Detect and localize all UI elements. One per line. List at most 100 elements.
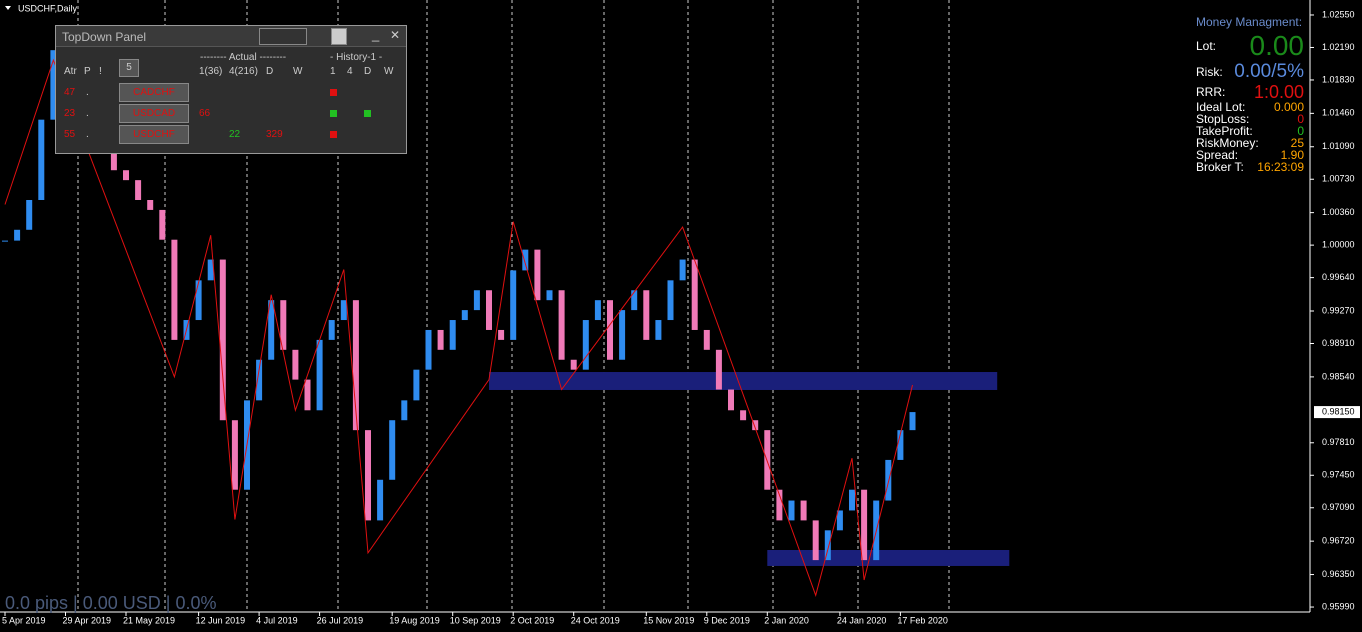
- collapse-button[interactable]: [331, 28, 347, 45]
- y-tick-label: 0.98910: [1322, 338, 1355, 348]
- x-tick-label: 2 Jan 2020: [764, 615, 809, 625]
- y-tick-label: 0.99270: [1322, 305, 1355, 315]
- lot-label: Lot:: [1196, 39, 1217, 53]
- candle: [849, 489, 855, 511]
- candle: [413, 369, 420, 401]
- candle: [425, 329, 432, 370]
- history-square: [330, 131, 337, 138]
- money-label: RiskMoney:: [1196, 136, 1259, 150]
- candle: [449, 320, 456, 350]
- money-row: StopLoss: 0: [1196, 113, 1304, 125]
- candle: [691, 259, 698, 330]
- p-value: .: [86, 108, 89, 119]
- history-column-header: D: [364, 66, 372, 77]
- candle: [316, 339, 323, 411]
- y-tick-label: 1.01090: [1322, 141, 1355, 151]
- candle: [498, 329, 505, 340]
- dropdown[interactable]: [259, 28, 307, 45]
- history-square: [364, 110, 371, 117]
- money-row: TakeProfit: 0: [1196, 125, 1304, 137]
- candle: [473, 290, 480, 311]
- p-value: .: [86, 87, 89, 98]
- atr-value: 23: [64, 108, 76, 119]
- candle: [437, 329, 444, 350]
- y-tick-label: 1.02190: [1322, 42, 1355, 52]
- atr-value: 55: [64, 129, 76, 140]
- money-value: 16:23:09: [1257, 160, 1304, 174]
- candle: [607, 300, 613, 360]
- candle: [800, 500, 807, 521]
- candle: [643, 290, 650, 340]
- money-value: 1.90: [1280, 148, 1304, 162]
- candle: [135, 180, 142, 200]
- x-tick-label: 26 Jul 2019: [317, 615, 364, 625]
- money-items: Ideal Lot: 0.000 StopLoss: 0 TakeProfit: 0 Ris…: [1196, 101, 1304, 173]
- y-tick-label: 1.02550: [1322, 9, 1355, 19]
- y-tick-label: 0.97090: [1322, 502, 1355, 512]
- candle: [522, 249, 529, 271]
- zone: [767, 549, 1010, 566]
- candle: [207, 259, 214, 281]
- zigzag-line: [4, 58, 913, 597]
- candle: [836, 510, 843, 531]
- history-column-header: 1: [330, 66, 336, 77]
- title-arrow: [5, 6, 11, 10]
- candle: [171, 239, 178, 340]
- money-label: Spread:: [1196, 148, 1239, 162]
- y-tick-label: 0.95990: [1322, 601, 1355, 611]
- candle: [340, 300, 347, 321]
- candle: [195, 280, 202, 321]
- rrr-value: 1:0.00: [1253, 82, 1304, 102]
- candle: [631, 290, 638, 311]
- zone: [489, 372, 998, 390]
- money-value: 25: [1290, 136, 1304, 150]
- column-header: !: [99, 66, 102, 77]
- candle: [231, 420, 238, 490]
- actual-value: 329: [266, 129, 283, 140]
- actual-value: 66: [199, 108, 211, 119]
- candle: [909, 412, 916, 431]
- candle: [788, 500, 795, 521]
- candle: [570, 359, 577, 370]
- x-tick-label: 21 May 2019: [123, 615, 175, 625]
- candle: [752, 420, 759, 431]
- candle: [861, 489, 868, 561]
- y-tick-label: 0.99640: [1322, 272, 1355, 282]
- symbol-button[interactable]: USDCAD: [119, 104, 189, 123]
- candle: [38, 119, 45, 200]
- candle: [377, 479, 384, 521]
- candle: [123, 170, 129, 181]
- candle: [764, 430, 771, 490]
- symbol-button[interactable]: CADCHF: [119, 83, 189, 102]
- close-button[interactable]: ✕: [390, 28, 401, 42]
- money-label: Broker T:: [1196, 160, 1244, 174]
- minimize-button[interactable]: _: [372, 27, 380, 42]
- money-value: 0.000: [1273, 100, 1304, 114]
- risk-row: Risk: 0.00/5%: [1196, 61, 1304, 83]
- topdown-panel: TopDown Panel _ ✕ -------- Actual ------…: [55, 25, 407, 154]
- atr-button[interactable]: 5: [119, 59, 139, 77]
- symbol-button[interactable]: USDCHF: [119, 125, 189, 144]
- candle: [50, 50, 57, 120]
- candle: [582, 320, 589, 370]
- money-label: Ideal Lot:: [1196, 100, 1246, 114]
- candle: [594, 300, 601, 321]
- atr-value: 47: [64, 87, 76, 98]
- candle: [256, 359, 263, 401]
- panel-titlebar: [56, 26, 406, 47]
- candle: [14, 229, 21, 241]
- y-tick-label: 0.98540: [1322, 371, 1355, 381]
- x-tick-label: 2 Oct 2019: [510, 615, 554, 625]
- x-tick-label: 24 Jan 2020: [837, 615, 887, 625]
- candle: [110, 139, 117, 171]
- y-tick-label: 1.00000: [1322, 239, 1355, 249]
- y-tick-label: 1.01460: [1322, 108, 1355, 118]
- candle: [679, 259, 686, 281]
- chart-title: USDCHF,Daily: [18, 3, 78, 13]
- candle: [715, 349, 722, 390]
- actual-column-header: W: [293, 66, 303, 77]
- history-square: [330, 89, 337, 96]
- candle: [365, 430, 371, 521]
- candle: [304, 379, 311, 411]
